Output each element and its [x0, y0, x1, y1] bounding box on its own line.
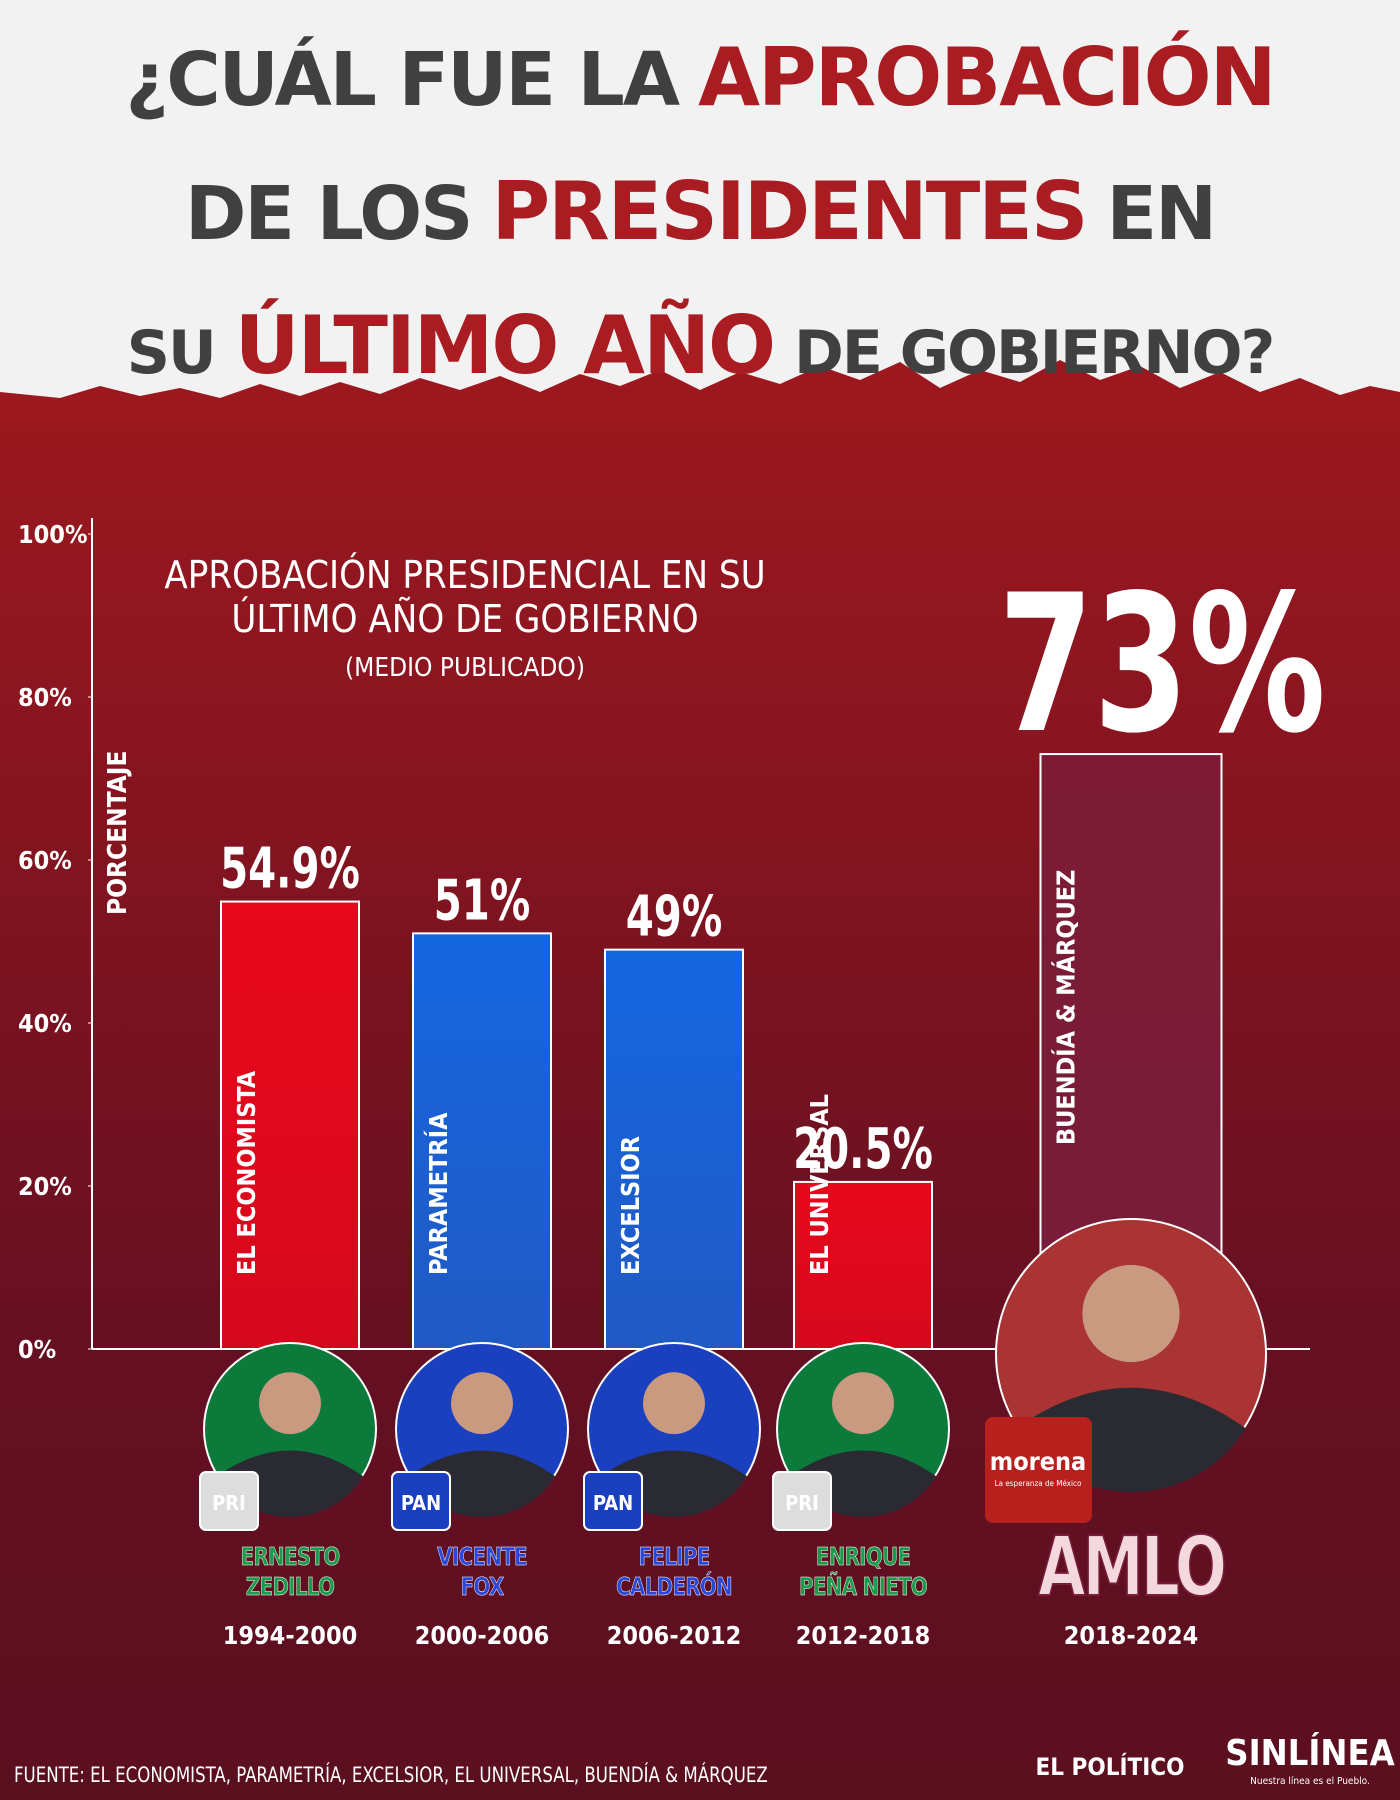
- bar-source: EL UNIVERSAL: [805, 1094, 834, 1275]
- value-label: 49%: [626, 884, 722, 949]
- bar-source: BUENDÍA & MÁRQUEZ: [1052, 870, 1081, 1145]
- party-badge: [985, 1417, 1092, 1523]
- party-badge: [583, 1471, 643, 1531]
- party-name: PRI: [785, 1491, 819, 1515]
- period: 2012-2018: [796, 1621, 931, 1650]
- footer-source: FUENTE: EL ECONOMISTA, PARAMETRÍA, EXCEL…: [14, 1763, 768, 1787]
- period: 2000-2006: [415, 1621, 550, 1650]
- bar-source: EL ECONOMISTA: [232, 1070, 261, 1275]
- chart-title: APROBACIÓN PRESIDENCIAL EN SU: [164, 553, 765, 597]
- portrait-head: [832, 1372, 894, 1435]
- period: 2006-2012: [607, 1621, 742, 1650]
- y-tick-label: 60%: [18, 846, 72, 875]
- logo-tagline: Nuestra línea es el Pueblo.: [1250, 1775, 1370, 1787]
- party-motto: La esperanza de México: [995, 1478, 1082, 1488]
- y-tick-label: 40%: [18, 1009, 72, 1038]
- bar-source: EXCELSIOR: [616, 1136, 645, 1275]
- title-word: ÚLTIMO AÑO: [234, 299, 776, 392]
- y-tick-label: 0%: [18, 1335, 56, 1364]
- paper-header: [0, 0, 1400, 398]
- bar: [220, 900, 360, 1350]
- portrait-head: [1082, 1264, 1180, 1363]
- title-word: EN: [1106, 171, 1217, 257]
- party-name: PAN: [593, 1491, 633, 1515]
- president-name: ERNESTO ZEDILLO: [240, 1542, 340, 1602]
- party-name: morena: [990, 1447, 1086, 1476]
- bar: [793, 1180, 933, 1351]
- bar: [604, 948, 744, 1351]
- logo: EL POLÍTICO: [1036, 1752, 1185, 1781]
- logo: SINLÍNEA: [1225, 1732, 1394, 1774]
- portrait-head: [451, 1372, 513, 1435]
- party-badge: [391, 1471, 451, 1531]
- title-word: PRESIDENTES: [491, 165, 1088, 258]
- title-word: SU: [126, 318, 217, 388]
- period: 2018-2024: [1064, 1621, 1199, 1650]
- chart-title: ÚLTIMO AÑO DE GOBIERNO: [231, 597, 698, 641]
- y-axis-label: PORCENTAJE: [103, 751, 133, 915]
- party-badge: [772, 1471, 832, 1531]
- period: 1994-2000: [223, 1621, 358, 1650]
- chart-subtitle: (MEDIO PUBLICADO): [345, 653, 585, 683]
- title-word: APROBACIÓN: [698, 31, 1276, 124]
- portrait-head: [259, 1372, 321, 1435]
- president-name: AMLO: [1037, 1519, 1228, 1616]
- title-word: DE GOBIERNO?: [794, 318, 1275, 388]
- title-line: SU ÚLTIMO AÑO DE GOBIERNO?: [0, 290, 1400, 424]
- title-line: ¿CUÁL FUE LA APROBACIÓN: [0, 22, 1400, 156]
- value-label: 73%: [998, 553, 1325, 775]
- title: ¿CUÁL FUE LA APROBACIÓN DE LOS PRESIDENTES E…: [0, 22, 1400, 424]
- title-word: ¿CUÁL FUE LA: [125, 37, 680, 123]
- president-name: ENRIQUE PEÑA NIETO: [799, 1542, 928, 1602]
- y-tick-label: 20%: [18, 1172, 72, 1201]
- value-label: 51%: [434, 867, 530, 932]
- party-badge: [199, 1471, 259, 1531]
- portrait-head: [643, 1372, 705, 1435]
- title-line: DE LOS PRESIDENTES EN: [0, 156, 1400, 290]
- president-name: VICENTE FOX: [437, 1542, 528, 1602]
- president-name: FELIPE CALDERÓN: [616, 1542, 733, 1602]
- title-word: DE LOS: [184, 171, 473, 257]
- bar: [412, 932, 552, 1350]
- bar-source: PARAMETRÍA: [424, 1112, 453, 1275]
- y-tick-label: 100%: [18, 520, 87, 549]
- value-label: 54.9%: [220, 836, 360, 901]
- y-tick-label: 80%: [18, 683, 72, 712]
- value-label: 20.5%: [793, 1116, 933, 1181]
- party-name: PAN: [401, 1491, 441, 1515]
- party-name: PRI: [212, 1491, 246, 1515]
